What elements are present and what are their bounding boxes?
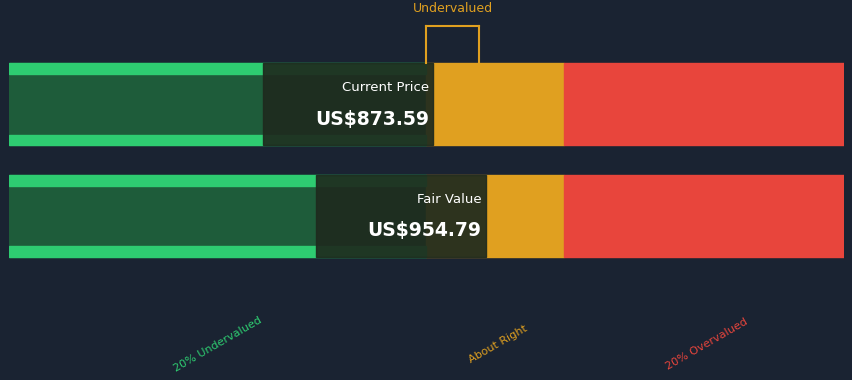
Bar [9,175,426,186]
Text: US$954.79: US$954.79 [367,221,481,240]
Text: Undervalued: Undervalued [412,2,492,15]
Text: 20% Overvalued: 20% Overvalued [663,317,748,372]
Bar [9,246,426,257]
Text: Fair Value: Fair Value [417,193,481,206]
Bar [426,63,564,145]
Bar [316,175,486,257]
Bar [263,63,433,145]
Text: About Right: About Right [466,324,528,365]
Bar [9,175,426,257]
Text: 20% Undervalued: 20% Undervalued [171,315,263,374]
Text: Current Price: Current Price [342,81,429,95]
Bar [564,175,843,257]
Bar [564,63,843,145]
Bar [9,135,426,145]
Text: US$873.59: US$873.59 [314,109,429,128]
Bar [9,63,426,74]
Bar [426,175,564,257]
Bar [9,63,426,145]
